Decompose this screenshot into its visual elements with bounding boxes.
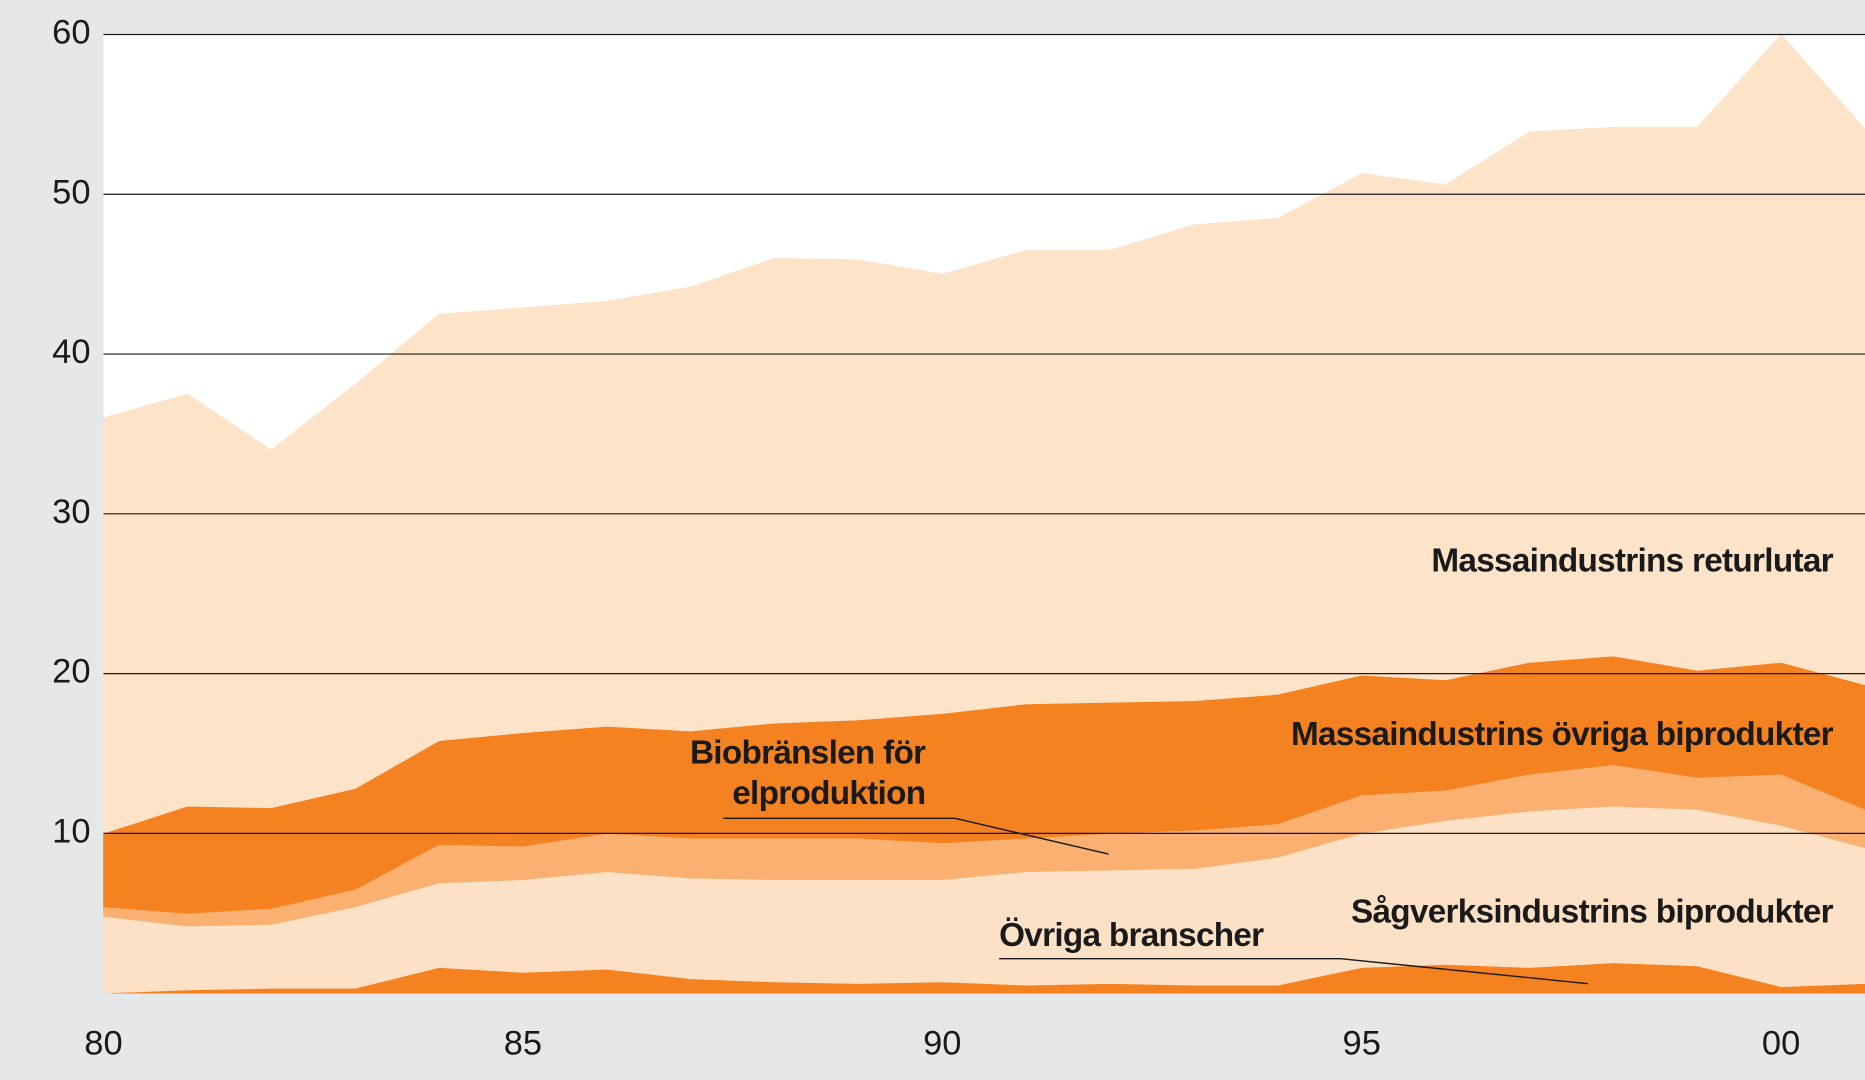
y-tick-label: 10 <box>52 813 90 851</box>
series-label: Övriga branscher <box>999 917 1264 954</box>
x-tick-label: 90 <box>923 1025 961 1063</box>
x-tick-label: 85 <box>504 1025 542 1063</box>
area <box>103 34 1865 834</box>
x-tick-label: 95 <box>1343 1025 1381 1063</box>
series-label: Biobränslen för elproduktion <box>689 733 926 812</box>
leader-line <box>723 817 1109 855</box>
y-tick-label: 60 <box>52 14 90 52</box>
y-tick-label: 20 <box>52 653 90 691</box>
series-label-box: Biobränslen för elproduktion <box>689 733 926 812</box>
y-tick-label: 50 <box>52 173 90 211</box>
x-tick-label: 80 <box>84 1025 122 1063</box>
y-tick-label: 30 <box>52 493 90 531</box>
y-tick-label: 40 <box>52 333 90 371</box>
series-label: Massaindustrins returlutar <box>1431 542 1833 579</box>
leader-line <box>999 957 1588 985</box>
x-tick-label: 00 <box>1762 1025 1800 1063</box>
series-label: Sågverksindustrins biprodukter <box>1351 893 1834 930</box>
series-label: Massaindustrins övriga biprodukter <box>1291 716 1834 753</box>
